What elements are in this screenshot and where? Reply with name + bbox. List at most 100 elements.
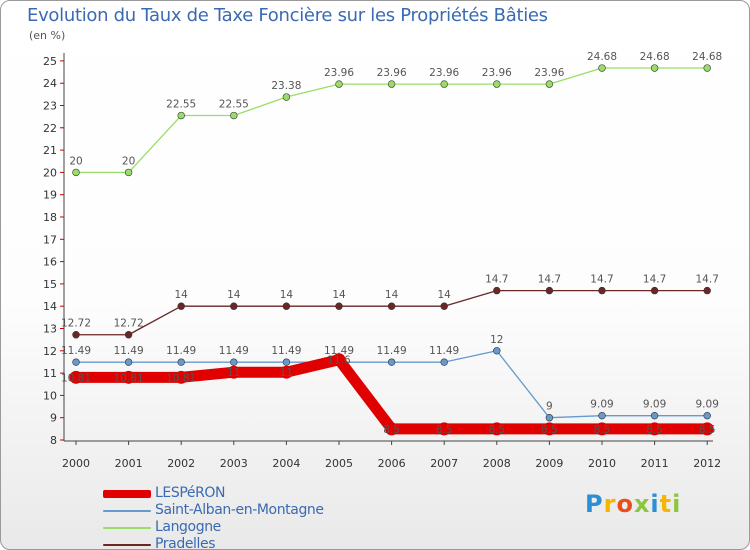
logo-letter: t [659,490,673,518]
data-label: 11.49 [114,345,144,357]
data-point [230,302,238,310]
data-point [493,286,501,295]
data-label: 11.49 [429,345,459,357]
legend-swatch [103,544,151,546]
y-tick-label: 23 [43,100,57,113]
y-tick-label: 17 [43,233,57,246]
data-point [493,80,501,88]
y-tick-label: 10 [43,389,57,402]
data-label: 24.68 [692,51,722,63]
data-label: 9.09 [696,399,719,411]
data-point [72,168,80,177]
data-point [124,331,133,339]
data-label: 9 [546,401,553,413]
logo-letter: i [650,490,660,518]
data-point [387,358,396,366]
data-label: 8.5 [488,424,505,436]
x-tick-label: 2000 [62,457,90,470]
x-tick-label: 2008 [483,457,511,470]
data-label: 8.5 [383,424,400,436]
x-tick-label: 2006 [378,457,406,470]
data-label: 14.7 [590,274,613,286]
chart-title: Evolution du Taux de Taxe Foncière sur l… [27,5,548,26]
x-tick-label: 2001 [115,457,143,470]
logo-letter: o [616,490,634,518]
y-tick-label: 20 [43,166,57,179]
data-label: 12.72 [61,318,91,330]
data-point [282,93,291,101]
data-point [545,286,554,295]
data-label: 14 [385,289,399,301]
legend-swatch [103,510,151,512]
data-label: 14.7 [696,274,719,286]
data-label: 23.38 [271,80,301,92]
data-label: 20 [69,155,82,167]
y-tick-label: 24 [43,77,57,90]
data-point [227,365,241,379]
y-tick-label: 12 [43,345,57,358]
data-point [332,353,346,367]
y-tick-label: 11 [43,367,57,380]
data-label: 14 [280,289,294,301]
data-label: 14.7 [643,274,666,286]
y-tick-label: 22 [43,122,57,135]
data-point [122,370,136,384]
y-tick-label: 18 [43,211,57,224]
data-point [650,64,659,72]
data-point [542,422,556,436]
data-point [598,411,606,420]
data-label: 11.49 [324,345,354,357]
data-label: 23.96 [324,67,354,79]
data-point [598,64,606,72]
data-point [72,358,80,366]
legend-swatch [103,527,151,529]
logo-letter: x [633,490,651,518]
data-label: 24.68 [640,51,670,63]
data-point [387,302,396,310]
data-label: 8.5 [699,424,716,436]
data-label: 8.5 [541,424,558,436]
data-label: 23.96 [429,67,459,79]
data-label: 8.5 [646,424,663,436]
data-label: 11.49 [377,345,407,357]
legend-label: Langogne [155,519,221,535]
data-label: 11.49 [61,345,91,357]
data-label: 22.55 [219,99,249,111]
y-tick-label: 15 [43,278,57,291]
y-tick-label: 19 [43,189,57,202]
data-label: 11.49 [166,345,196,357]
data-point [177,111,185,120]
data-point [279,365,293,379]
data-point [72,331,80,339]
data-label: 9.09 [590,399,613,411]
data-point [385,422,399,436]
data-point [230,111,238,120]
x-tick-label: 2003 [220,457,248,470]
data-label: 23.96 [377,67,407,79]
data-label: 8.5 [436,424,453,436]
y-tick-label: 25 [43,55,57,68]
data-point [650,411,659,420]
data-label: 12 [490,334,503,346]
data-label: 14 [438,289,452,301]
y-tick-label: 21 [43,144,57,157]
x-tick-label: 2009 [535,457,563,470]
logo-letter: i [672,490,682,518]
data-point [648,422,662,436]
data-point [700,422,714,436]
y-tick-label: 16 [43,256,57,269]
data-label: 20 [122,155,135,167]
data-point [493,347,501,355]
data-label: 14 [175,289,189,301]
data-point [595,422,609,436]
data-point [335,302,343,310]
data-point [174,370,188,384]
data-point [490,422,504,436]
data-label: 9.09 [643,399,666,411]
data-point [230,358,238,366]
data-label: 14 [227,289,241,301]
x-tick-label: 2010 [588,457,616,470]
y-tick-label: 14 [43,300,57,313]
data-label: 10.81 [61,372,91,384]
